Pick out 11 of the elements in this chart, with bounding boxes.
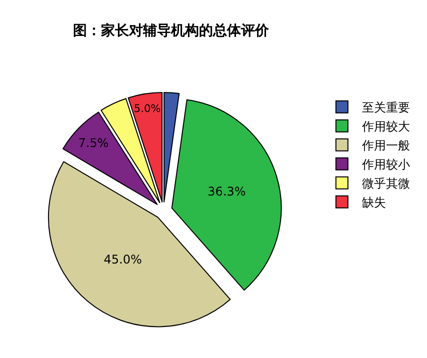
legend-label: 作用较大 bbox=[360, 120, 410, 134]
data-label: 45.0% bbox=[104, 252, 142, 267]
data-label: 5.0% bbox=[134, 103, 161, 116]
legend-label: 微乎其微 bbox=[362, 176, 410, 191]
legend-label: 作用一般 bbox=[360, 138, 410, 153]
data-label: 7.5% bbox=[78, 136, 109, 150]
legend-label: 至关重要 bbox=[362, 100, 410, 115]
legend-label: 缺失 bbox=[362, 196, 386, 210]
data-label: 36.3% bbox=[208, 184, 246, 199]
legend-label: 作用较小 bbox=[360, 158, 410, 172]
chart-title: 图：家长对辅导机构的总体评价 bbox=[72, 22, 270, 39]
